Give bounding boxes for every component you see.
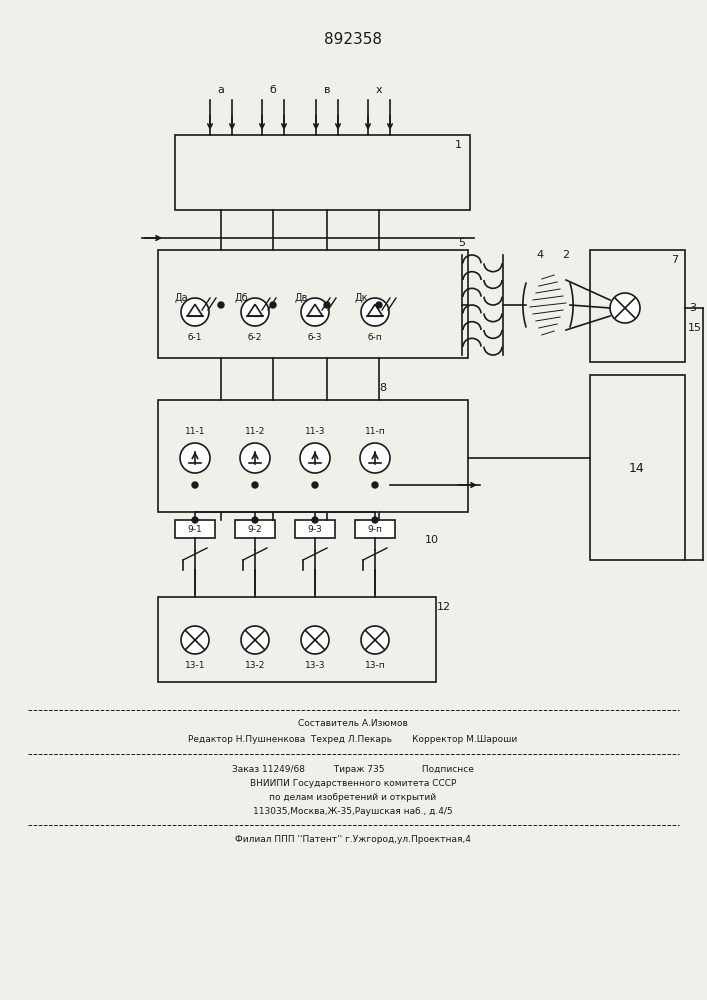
Circle shape — [300, 443, 330, 473]
Bar — [295, 520, 335, 538]
Bar — [175, 520, 215, 538]
Text: 15: 15 — [688, 323, 702, 333]
Circle shape — [241, 298, 269, 326]
Text: 11-3: 11-3 — [305, 426, 325, 436]
Text: 13-п: 13-п — [365, 660, 385, 670]
Text: 4: 4 — [537, 250, 544, 260]
Text: 9-3: 9-3 — [308, 524, 322, 534]
Bar — [590, 375, 685, 560]
Text: Редактор Н.Пушненкова  Техред Л.Пекарь       Корректор М.Шароши: Редактор Н.Пушненкова Техред Л.Пекарь Ко… — [188, 736, 518, 744]
Bar — [590, 250, 685, 362]
Text: 14: 14 — [629, 462, 645, 475]
Text: б-1: б-1 — [188, 334, 202, 342]
Circle shape — [181, 626, 209, 654]
Bar — [158, 250, 468, 358]
Text: 13-3: 13-3 — [305, 660, 325, 670]
Text: 11-2: 11-2 — [245, 426, 265, 436]
Text: Составитель А.Изюмов: Составитель А.Изюмов — [298, 720, 408, 728]
Circle shape — [372, 517, 378, 523]
Text: 13-1: 13-1 — [185, 660, 205, 670]
Text: 3: 3 — [689, 303, 696, 313]
Text: а: а — [218, 85, 224, 95]
Text: 5: 5 — [459, 238, 465, 248]
Text: 9-2: 9-2 — [247, 524, 262, 534]
Text: 11-п: 11-п — [365, 426, 385, 436]
Text: б: б — [269, 85, 276, 95]
Circle shape — [192, 517, 198, 523]
Text: 2: 2 — [563, 250, 570, 260]
Text: Дб: Дб — [235, 293, 249, 303]
Text: 7: 7 — [672, 255, 679, 265]
Text: 13-2: 13-2 — [245, 660, 265, 670]
Circle shape — [301, 626, 329, 654]
Text: 11-1: 11-1 — [185, 426, 205, 436]
Circle shape — [360, 443, 390, 473]
Text: 9-1: 9-1 — [187, 524, 202, 534]
Circle shape — [312, 517, 318, 523]
Circle shape — [181, 298, 209, 326]
Text: 113035,Москва,Ж-35,Раушская наб., д.4/5: 113035,Москва,Ж-35,Раушская наб., д.4/5 — [253, 808, 452, 816]
Circle shape — [361, 626, 389, 654]
Circle shape — [376, 302, 382, 308]
Text: Дв: Дв — [295, 293, 308, 303]
Text: ВНИИПИ Государственного комитета СССР: ВНИИПИ Государственного комитета СССР — [250, 780, 456, 788]
Circle shape — [361, 298, 389, 326]
Circle shape — [324, 302, 330, 308]
Circle shape — [241, 626, 269, 654]
Bar — [158, 597, 436, 682]
Bar — [158, 400, 468, 512]
Text: 9-п: 9-п — [368, 524, 382, 534]
Circle shape — [301, 298, 329, 326]
Text: в: в — [324, 85, 330, 95]
Circle shape — [312, 482, 318, 488]
Text: 1: 1 — [455, 140, 462, 150]
Circle shape — [192, 482, 198, 488]
Circle shape — [180, 443, 210, 473]
Circle shape — [218, 302, 224, 308]
Text: б-п: б-п — [368, 334, 382, 342]
Circle shape — [270, 302, 276, 308]
Circle shape — [252, 482, 258, 488]
Text: 892358: 892358 — [324, 32, 382, 47]
Bar — [355, 520, 395, 538]
Text: по делам изобретений и открытий: по делам изобретений и открытий — [269, 794, 436, 802]
Text: б-3: б-3 — [308, 334, 322, 342]
Text: Да: Да — [175, 293, 189, 303]
Text: х: х — [375, 85, 382, 95]
Circle shape — [372, 482, 378, 488]
Circle shape — [252, 517, 258, 523]
Circle shape — [240, 443, 270, 473]
Text: 8: 8 — [380, 383, 387, 393]
Text: Филиал ППП ''Патент'' г.Ужгород,ул.Проектная,4: Филиал ППП ''Патент'' г.Ужгород,ул.Проек… — [235, 836, 471, 844]
Text: 12: 12 — [437, 602, 451, 612]
Text: б-2: б-2 — [248, 334, 262, 342]
Bar — [235, 520, 275, 538]
Text: 10: 10 — [425, 535, 439, 545]
Text: Дк: Дк — [355, 293, 368, 303]
Circle shape — [610, 293, 640, 323]
Text: Заказ 11249/68          Тираж 735             Подписнсе: Заказ 11249/68 Тираж 735 Подписнсе — [232, 764, 474, 774]
Bar — [175, 135, 470, 210]
